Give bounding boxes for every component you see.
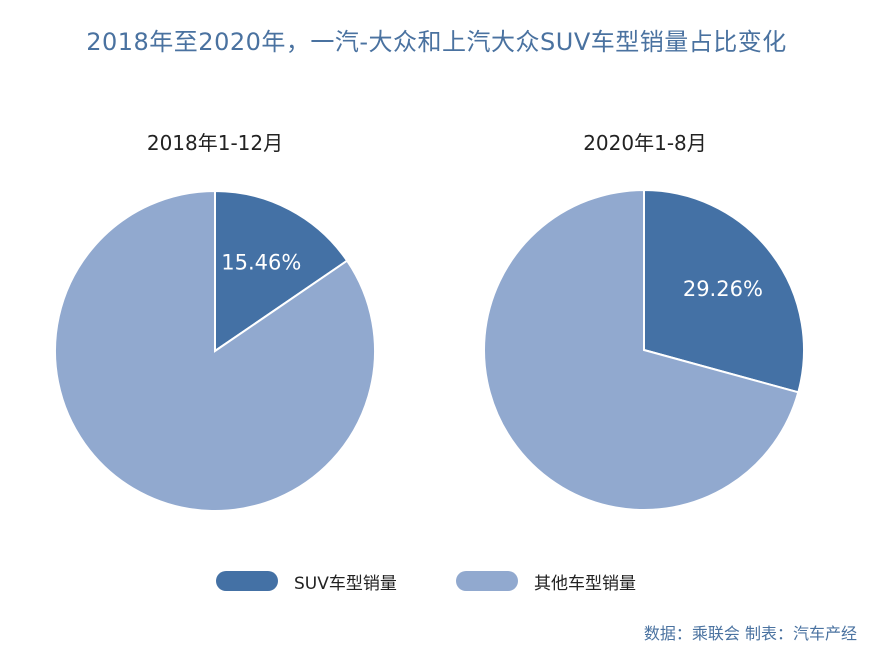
pie-2020: 29.26% (483, 188, 805, 511)
chart-title: 2018年至2020年，一汽-大众和上汽大众SUV车型销量占比变化 (86, 28, 787, 56)
legend-item-other: 其他车型销量 (456, 568, 636, 594)
slice-other-1 (483, 188, 800, 511)
slice-label-suv-0: 15.46% (221, 250, 301, 274)
slice-suv-0 (214, 189, 349, 353)
pie-title-2018: 2018年1-12月 (146, 131, 284, 155)
pie-2018: 15.46% (54, 189, 376, 512)
legend-swatch-suv (216, 571, 278, 591)
source-note: 数据：乘联会 制表：汽车产经 (643, 624, 857, 643)
slice-suv-1 (643, 188, 805, 394)
legend-label-other: 其他车型销量 (534, 573, 636, 594)
pie-title-2020: 2020年1-8月 (583, 131, 707, 155)
legend-label-suv: SUV车型销量 (294, 573, 397, 594)
slice-label-suv-1: 29.26% (683, 277, 763, 301)
legend-item-suv: SUV车型销量 (216, 568, 397, 594)
legend-swatch-other (456, 571, 518, 591)
slice-other-0 (54, 189, 376, 512)
